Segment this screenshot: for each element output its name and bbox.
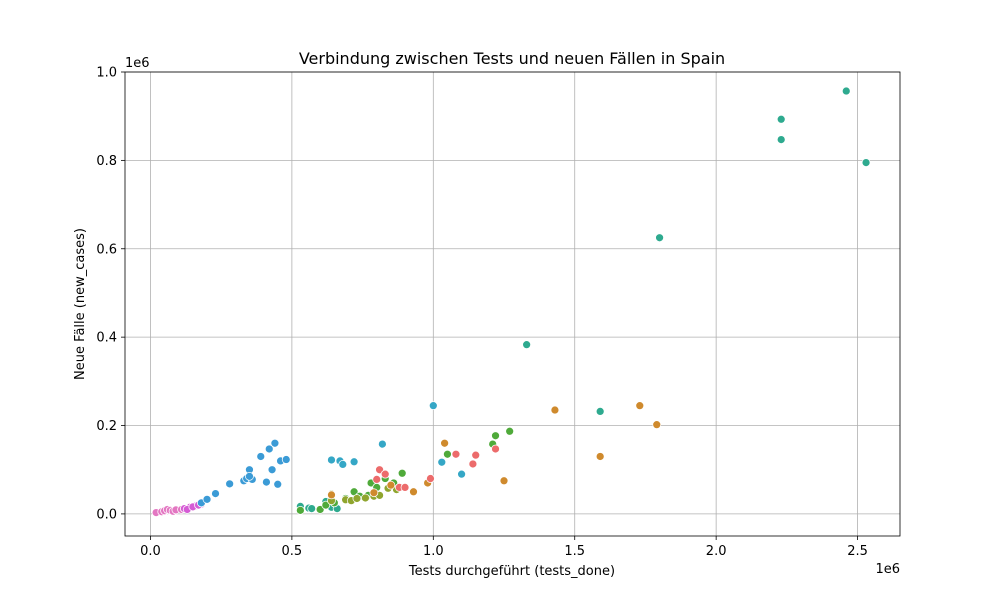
scatter-point [471,450,481,460]
scatter-point [256,452,266,461]
scatter-point [522,340,532,350]
y-tick-label: 0.4 [96,331,117,346]
plot-area-frame [124,71,901,537]
scatter-point [499,476,509,486]
y-axis-label: Neue Fälle (new_cases) [73,228,88,380]
scatter-point [451,449,461,459]
scatter-point [655,233,664,243]
scatter-point [315,505,325,514]
scatter-point [349,457,359,467]
scatter-point [327,490,336,500]
scatter-point [321,500,331,510]
scatter-point [428,401,438,411]
scatter-point [457,469,466,479]
chart-title: Verbindung zwischen Tests und neuen Fäll… [299,49,725,68]
y-tick-label: 0.6 [96,242,117,257]
x-tick-label: 1.5 [564,544,585,559]
scatter-point [273,479,283,489]
scatter-point [369,488,379,498]
scatter-point [262,477,271,487]
scatter-point [861,158,871,167]
scatter-point [270,438,280,448]
scatter-point [635,401,645,411]
x-tick-label: 2.0 [706,544,727,559]
scatter-point [397,468,407,478]
scatter-point [595,452,605,461]
scatter-point [386,480,396,490]
data-points [151,86,871,517]
x-tick-label: 0.0 [140,544,161,559]
scatter-point [776,135,786,144]
scatter-point [327,455,336,465]
scatter-point [338,460,348,469]
scatter-point [595,407,605,416]
scatter-point [409,487,418,497]
scatter-point [352,494,362,503]
scatter-point [372,475,382,484]
x-tick-label: 2.5 [847,544,868,559]
y-tick-label: 1.0 [96,66,117,81]
scatter-point [202,494,212,504]
scatter-point [652,420,662,430]
scatter-point [307,504,317,513]
scatter-point [440,438,449,448]
scatter-point [491,444,500,454]
y-axis-offset-label: 1e6 [125,56,150,71]
scatter-point [264,444,274,454]
y-tick-label: 0.0 [96,507,117,522]
axis-ticks: 0.0 0.5 1.0 1.5 2.0 2.5 0.0 0.2 0.4 0.6 0.8 1.0 [96,66,868,560]
scatter-point [380,469,390,479]
scatter-point [225,479,235,489]
scatter-point [281,455,291,464]
scatter-point [776,114,786,124]
scatter-point [550,405,560,415]
scatter-point [361,493,370,503]
y-tick-label: 0.2 [96,419,117,434]
x-axis-offset-label: 1e6 [875,562,900,577]
y-tick-label: 0.8 [96,154,117,169]
scatter-point [443,449,452,459]
scatter-point [468,459,478,469]
scatter-point [378,439,387,449]
scatter-point [505,426,515,436]
scatter-point [375,465,384,475]
x-axis-label: Tests durchgeführt (tests_done) [408,564,615,579]
scatter-point [437,457,447,467]
scatter-point [426,474,435,483]
scatter-point [295,505,305,515]
x-tick-label: 0.5 [282,544,303,559]
scatter-point [211,489,220,498]
grid-lines [125,71,900,536]
scatter-point [267,465,277,475]
scatter-point [245,471,254,481]
scatter-point [841,86,851,96]
scatter-point [491,431,500,441]
x-tick-label: 1.0 [423,544,444,559]
scatter-point [400,483,410,492]
